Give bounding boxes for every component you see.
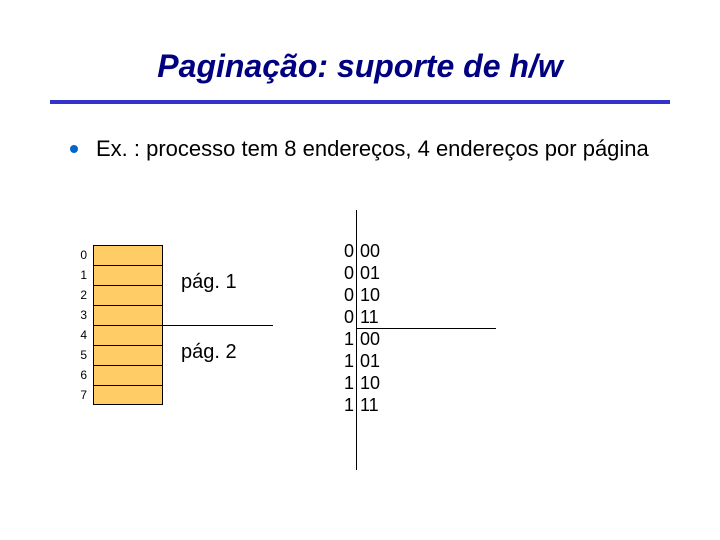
address-offset-bits: 01 [354,350,380,372]
bullet-item: Ex. : processo tem 8 endereços, 4 endere… [70,135,670,164]
bullet-dot-icon [70,145,78,153]
memory-cell [93,325,163,345]
address-offset-bits: 10 [354,372,380,394]
address-row: 010 [340,284,380,306]
memory-diagram: 01234567pág. 1pág. 2 [65,245,163,405]
address-row: 011 [340,306,380,328]
address-offset-bits: 00 [354,328,380,350]
memory-cell [93,285,163,305]
page-separator [163,325,273,326]
address-row: 101 [340,350,380,372]
address-offset-bits: 01 [354,262,380,284]
address-page-bit: 0 [340,284,354,306]
memory-row: 3 [65,305,163,325]
memory-cell [93,305,163,325]
memory-cell [93,245,163,265]
memory-cell [93,385,163,405]
memory-row-index: 1 [65,268,93,282]
page-label: pág. 2 [181,341,237,364]
title-underline [50,100,670,104]
memory-row: 7 [65,385,163,405]
memory-row: 5 [65,345,163,365]
memory-row: 4 [65,325,163,345]
memory-row-index: 7 [65,388,93,402]
memory-row-index: 0 [65,248,93,262]
memory-row: 2 [65,285,163,305]
address-page-bit: 1 [340,328,354,350]
memory-row-index: 2 [65,288,93,302]
memory-row-index: 3 [65,308,93,322]
address-offset-bits: 11 [354,306,379,328]
address-row: 100 [340,328,380,350]
memory-cell [93,265,163,285]
address-offset-bits: 00 [354,240,380,262]
memory-row-index: 5 [65,348,93,362]
page-label: pág. 1 [181,271,237,294]
address-row: 001 [340,262,380,284]
address-list: 000001010011100101110111 [340,240,380,416]
address-page-bit: 1 [340,350,354,372]
address-row: 111 [340,394,380,416]
address-vertical-divider [356,210,357,470]
address-offset-bits: 11 [354,394,379,416]
address-page-bit: 0 [340,306,354,328]
memory-row-index: 6 [65,368,93,382]
address-page-bit: 0 [340,262,354,284]
memory-cell [93,345,163,365]
address-horizontal-divider [356,328,496,329]
bullet-text: Ex. : processo tem 8 endereços, 4 endere… [96,135,670,164]
address-offset-bits: 10 [354,284,380,306]
address-page-bit: 0 [340,240,354,262]
address-page-bit: 1 [340,372,354,394]
memory-row: 1 [65,265,163,285]
memory-row: 0 [65,245,163,265]
address-row: 110 [340,372,380,394]
address-page-bit: 1 [340,394,354,416]
memory-cell [93,365,163,385]
memory-row: 6 [65,365,163,385]
slide-title: Paginação: suporte de h/w [0,48,720,85]
memory-row-index: 4 [65,328,93,342]
address-row: 000 [340,240,380,262]
